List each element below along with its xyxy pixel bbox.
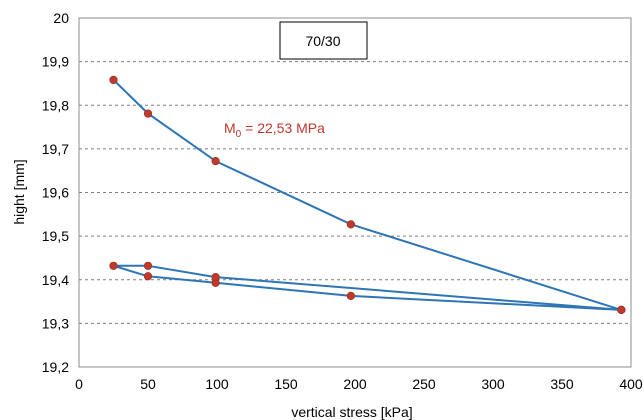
series-group <box>109 75 626 314</box>
data-point <box>143 109 153 118</box>
annotation-suffix: = 22,53 MPa <box>241 120 325 136</box>
grid <box>79 61 631 324</box>
label-box-frame <box>279 21 368 60</box>
y-tick-label: 19,3 <box>42 315 69 331</box>
x-tick-label: 400 <box>619 376 643 392</box>
data-point <box>109 75 118 85</box>
data-point <box>211 273 220 282</box>
modulus-annotation: M0 = 22,53 MPa <box>224 120 325 140</box>
x-tick-label: 200 <box>343 376 367 392</box>
x-tick-label: 300 <box>481 376 505 392</box>
label-box-text: 70/30 <box>305 33 340 49</box>
x-tick-label: 250 <box>412 376 436 392</box>
x-tick-label: 100 <box>205 376 229 392</box>
data-point <box>143 261 153 270</box>
series-line <box>112 79 623 311</box>
label-box: 70/30 <box>279 21 368 60</box>
data-point <box>211 156 220 166</box>
y-tick-label: 19,9 <box>42 54 69 70</box>
annotation-subscript: 0 <box>236 129 242 140</box>
y-axis-title: hight [mm] <box>11 159 27 224</box>
data-point <box>346 291 355 300</box>
data-point <box>346 220 355 229</box>
y-tick-label: 19,4 <box>42 272 69 288</box>
y-tick-label: 20 <box>53 10 69 26</box>
y-tick-label: 19,2 <box>42 359 69 375</box>
x-axis-title: vertical stress [kPa] <box>291 404 412 420</box>
x-tick-label: 0 <box>75 376 83 392</box>
data-point <box>143 272 153 281</box>
x-tick-label: 50 <box>140 376 156 392</box>
x-tick-label: 350 <box>550 376 574 392</box>
plot-area-border <box>78 17 632 368</box>
x-ticks: 0 50 100 150 200 250 300 350 400 <box>75 376 643 392</box>
y-tick-label: 19,7 <box>42 141 69 157</box>
data-point <box>617 305 626 314</box>
annotation-prefix: M <box>224 120 236 136</box>
y-tick-label: 19,6 <box>42 185 69 201</box>
y-tick-label: 19,5 <box>42 228 69 244</box>
y-tick-label: 19,8 <box>42 97 69 113</box>
x-tick-label: 150 <box>274 376 298 392</box>
y-ticks: 19,2 19,3 19,4 19,5 19,6 19,7 19,8 19,9 20 <box>42 10 69 375</box>
data-point <box>109 261 118 270</box>
